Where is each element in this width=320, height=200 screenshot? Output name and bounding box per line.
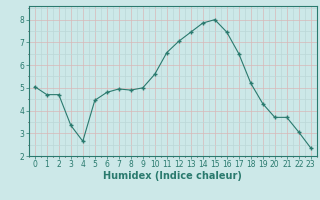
X-axis label: Humidex (Indice chaleur): Humidex (Indice chaleur) — [103, 171, 242, 181]
